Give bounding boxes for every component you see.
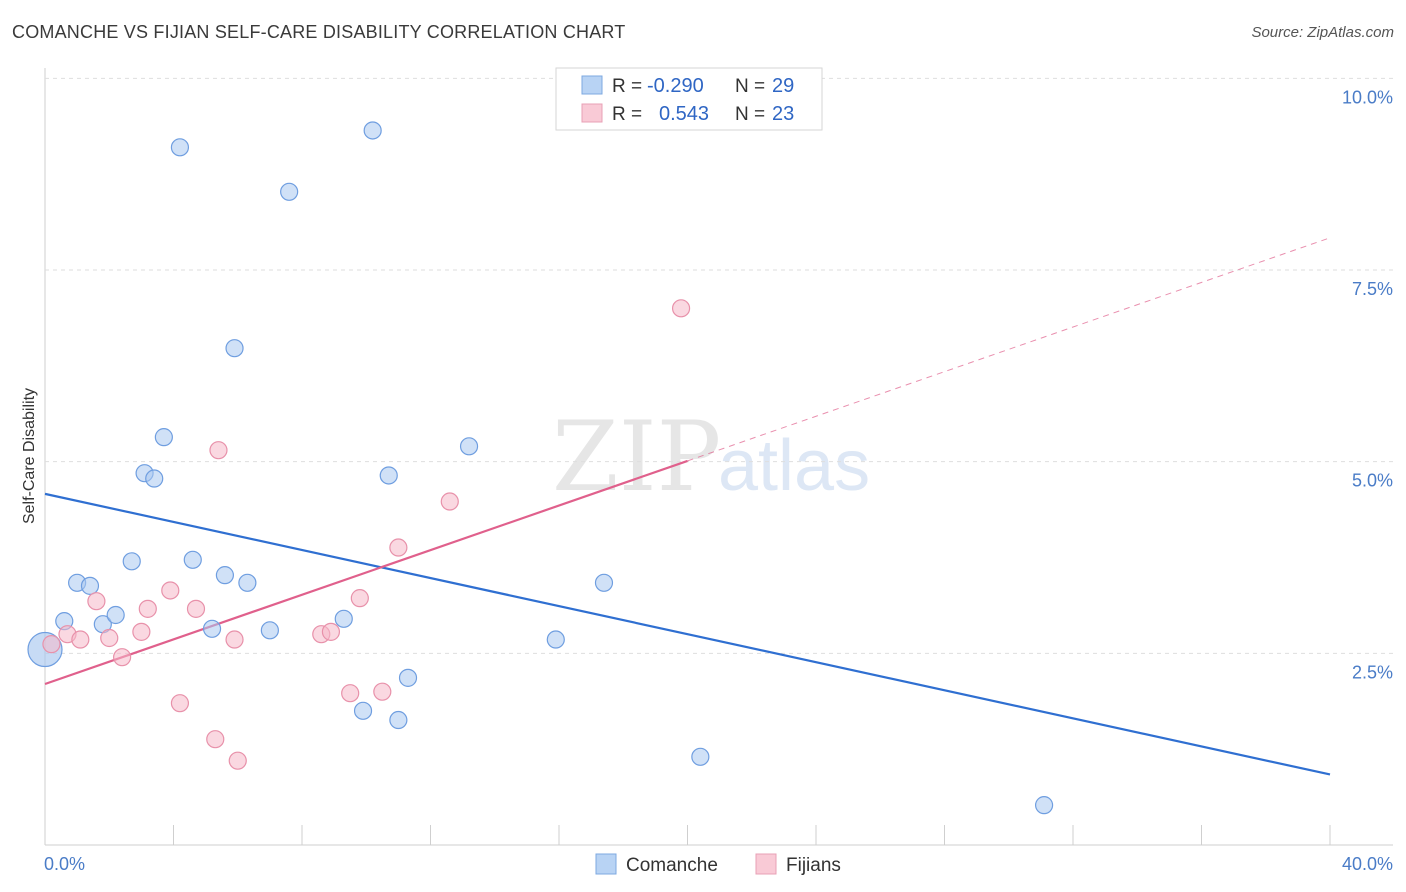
point-comanche bbox=[80, 576, 100, 595]
point-fijians bbox=[341, 684, 360, 703]
legend-n-label-2: N = bbox=[735, 104, 765, 125]
point-fijians bbox=[350, 589, 369, 608]
point-comanche bbox=[202, 619, 222, 638]
point-fijians bbox=[170, 694, 190, 713]
point-comanche bbox=[691, 747, 710, 766]
trend-lines bbox=[44, 237, 1331, 776]
trend-line-extension-fijians bbox=[687, 237, 1331, 462]
y-tick-label: 5.0% bbox=[1352, 471, 1393, 491]
bottom-legend-label-comanche: Comanche bbox=[626, 855, 718, 876]
gridlines bbox=[45, 77, 1393, 654]
point-comanche bbox=[280, 182, 299, 201]
data-points bbox=[27, 121, 1054, 815]
y-tick-label: 7.5% bbox=[1352, 279, 1393, 299]
point-comanche bbox=[145, 469, 164, 488]
bottom-legend-swatch-fijians bbox=[755, 853, 777, 875]
point-fijians bbox=[100, 628, 119, 648]
point-comanche bbox=[546, 630, 565, 649]
point-fijians bbox=[373, 682, 392, 701]
legend-r-label-2: R = bbox=[612, 104, 642, 125]
point-fijians bbox=[389, 538, 408, 557]
point-comanche bbox=[379, 466, 398, 485]
point-fijians bbox=[132, 622, 151, 641]
y-tick-labels: 2.5% 5.0% 7.5% 10.0% bbox=[1342, 87, 1393, 682]
y-axis-label: Self-Care Disability bbox=[21, 388, 38, 524]
source-credit: Source: ZipAtlas.com bbox=[1251, 24, 1394, 41]
point-comanche bbox=[122, 552, 141, 571]
point-fijians bbox=[71, 630, 90, 649]
y-tick-label: 10.0% bbox=[1342, 87, 1393, 107]
bottom-legend-swatch-comanche bbox=[595, 853, 617, 875]
point-fijians bbox=[671, 299, 691, 318]
series-legend: Comanche Fijians bbox=[595, 853, 841, 876]
point-comanche bbox=[353, 701, 373, 720]
legend-swatch-comanche bbox=[581, 75, 603, 95]
watermark-atlas: atlas bbox=[718, 426, 870, 506]
x-ticks bbox=[44, 825, 1331, 845]
point-comanche bbox=[154, 428, 173, 447]
point-fijians bbox=[186, 599, 206, 618]
point-fijians bbox=[321, 622, 341, 641]
trend-line-comanche bbox=[44, 492, 1331, 776]
point-comanche bbox=[260, 621, 279, 640]
point-comanche bbox=[225, 339, 244, 358]
y-tick-label: 2.5% bbox=[1352, 662, 1393, 682]
point-comanche bbox=[363, 121, 382, 140]
point-comanche bbox=[170, 138, 190, 157]
point-fijians bbox=[440, 492, 459, 511]
point-comanche bbox=[459, 437, 479, 456]
correlation-legend: R = -0.290 N = 29 R = 0.543 N = 23 bbox=[555, 67, 823, 131]
legend-n-label-1: N = bbox=[735, 76, 765, 97]
point-comanche bbox=[1034, 796, 1054, 815]
legend-r-value-1: -0.290 bbox=[647, 75, 704, 97]
point-fijians bbox=[161, 581, 180, 600]
point-comanche bbox=[238, 573, 257, 592]
bottom-legend-label-fijians: Fijians bbox=[786, 855, 841, 876]
point-fijians bbox=[206, 730, 225, 749]
point-fijians bbox=[209, 441, 228, 460]
chart-title: COMANCHE VS FIJIAN SELF-CARE DISABILITY … bbox=[12, 22, 626, 42]
x-tick-label-max: 40.0% bbox=[1342, 854, 1393, 874]
x-tick-label-min: 0.0% bbox=[44, 854, 85, 874]
point-comanche bbox=[594, 573, 614, 592]
point-fijians bbox=[228, 751, 247, 770]
trend-line-fijians bbox=[44, 459, 688, 686]
point-fijians bbox=[87, 592, 106, 611]
point-comanche bbox=[106, 605, 125, 625]
watermark-zip: ZIP bbox=[552, 401, 721, 513]
legend-n-value-2: 23 bbox=[772, 103, 794, 125]
legend-r-label-1: R = bbox=[612, 76, 642, 97]
point-comanche bbox=[183, 550, 202, 569]
point-fijians bbox=[42, 635, 61, 654]
point-fijians bbox=[225, 630, 244, 649]
point-fijians bbox=[112, 648, 132, 667]
legend-r-value-2: 0.543 bbox=[659, 103, 709, 125]
legend-swatch-fijians bbox=[581, 103, 603, 123]
point-comanche bbox=[215, 566, 234, 585]
legend-n-value-1: 29 bbox=[772, 75, 794, 97]
point-comanche bbox=[334, 609, 353, 628]
point-comanche bbox=[389, 710, 408, 730]
point-fijians bbox=[138, 599, 157, 618]
point-comanche bbox=[398, 668, 418, 687]
